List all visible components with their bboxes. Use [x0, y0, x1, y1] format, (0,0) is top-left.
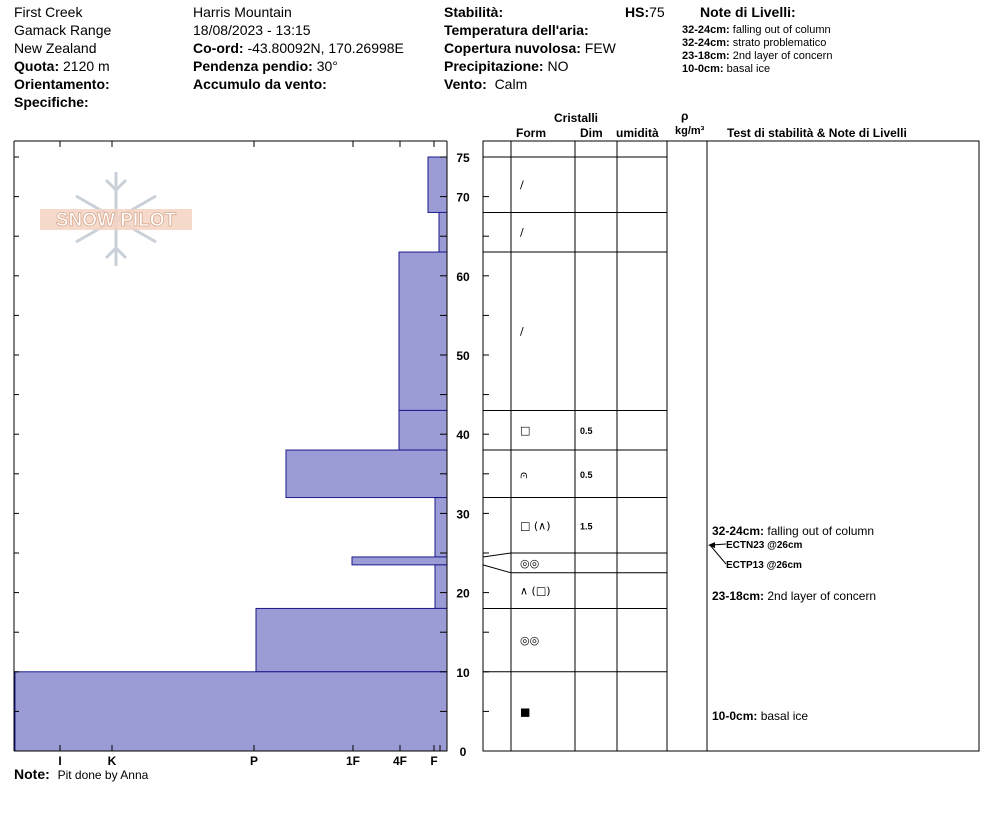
specifics-label: Specifiche: [14, 94, 89, 110]
note-label: Note: [14, 766, 50, 782]
stability-test-arrowhead [708, 542, 715, 549]
hardness-layer-bar [285, 449, 448, 499]
grain-form-symbol: ⩀ [520, 468, 528, 481]
elevation: Quota: 2120 m [14, 58, 110, 74]
hardness-layer-bar [434, 564, 448, 609]
layer-connector [482, 564, 512, 574]
cloud-value: FEW [584, 40, 616, 56]
range-name: Gamack Range [14, 22, 112, 38]
hardness-layer-bar [427, 156, 448, 213]
depth-tick-label: 60 [456, 270, 470, 284]
hardness-layer-bar [438, 211, 448, 253]
hs-value: 75 [649, 4, 665, 20]
grain-form-symbol: / [520, 179, 524, 192]
test-note: 23-18cm: 2nd layer of concern [712, 589, 876, 603]
note: Note: Pit done by Anna [14, 766, 148, 783]
layer-note: 32-24cm: falling out of column [682, 24, 831, 36]
hardness-layer-bar [14, 671, 448, 752]
slope: Pendenza pendio: 30° [193, 58, 338, 74]
precipitation: Precipitazione: NO [444, 58, 568, 74]
hs-label: HS: [625, 4, 650, 20]
grain-form-symbol: / [520, 325, 524, 338]
date-time: 18/08/2023 - 13:15 [193, 22, 311, 38]
hardness-layer-bar [398, 409, 448, 451]
hardness-layer-bar [351, 556, 448, 566]
size-header: Dim [580, 126, 603, 140]
aspect-label: Orientamento: [14, 76, 110, 92]
site-name: First Creek [14, 4, 83, 20]
layer-note: 23-18cm: 2nd layer of concern [682, 50, 833, 62]
depth-tick-label: 50 [456, 349, 470, 363]
layer-note: 10-0cm: basal ice [682, 63, 771, 75]
slope-label: Pendenza pendio: [193, 58, 313, 74]
test-note: 32-24cm: falling out of column [712, 524, 874, 538]
grain-size-value: 0.5 [580, 470, 593, 480]
test-note: 10-0cm: basal ice [712, 709, 808, 723]
grain-size-value: 1.5 [580, 521, 593, 531]
form-header: Form [516, 126, 546, 140]
hardness-tick-label: 1F [346, 754, 360, 768]
grain-form-symbol: ◎◎ [520, 557, 539, 570]
depth-tick-label: 10 [456, 666, 470, 680]
cloud-cover: Copertura nuvolosa: FEW [444, 40, 616, 56]
rho-header: ρ [681, 109, 689, 123]
note-text: Pit done by Anna [57, 768, 149, 782]
precip-label: Precipitazione: [444, 58, 544, 74]
crystals-header: Cristalli [554, 111, 599, 125]
grain-form-symbol: □ [520, 424, 530, 437]
depth-tick-label: 20 [456, 587, 470, 601]
country-name: New Zealand [14, 40, 97, 56]
wind-loading-label: Accumulo da vento: [193, 76, 327, 92]
stability-test-label: ECTN23 @26cm [726, 540, 803, 551]
depth-tick-label: 0 [460, 745, 467, 759]
hardness-layer-bar [255, 607, 448, 673]
coord-value: -43.80092N, 170.26998E [247, 40, 404, 56]
precip-value: NO [547, 58, 569, 74]
grain-size-value: 0.5 [580, 426, 593, 436]
depth-tick-label: 75 [456, 151, 470, 165]
elevation-value: 2120 m [63, 58, 110, 74]
elevation-label: Quota: [14, 58, 60, 74]
tests-header: Test di stabilità & Note di Livelli [727, 126, 907, 140]
hardness-layer-bar [434, 497, 448, 558]
hardness-layer-bar [398, 251, 448, 411]
grain-form-symbol: ◎◎ [520, 634, 539, 647]
stratigraphy-frame [482, 140, 980, 752]
location-name: Harris Mountain [193, 4, 292, 20]
depth-tick-label: 30 [456, 507, 470, 521]
stability-test-label: ECTP13 @26cm [726, 560, 802, 571]
snow-height: HS:75 [625, 4, 665, 20]
grain-form-symbol: ∧ (□) [520, 585, 551, 598]
wind-label: Vento: [444, 76, 487, 92]
depth-tick-label: 70 [456, 191, 470, 205]
depth-tick-label: 40 [456, 428, 470, 442]
coordinates: Co-ord: -43.80092N, 170.26998E [193, 40, 404, 56]
cloud-label: Copertura nuvolosa: [444, 40, 581, 56]
coord-label: Co-ord: [193, 40, 244, 56]
wind-value: Calm [494, 76, 528, 92]
grain-form-symbol: □ (∧) [520, 519, 551, 532]
moisture-header: umidità [616, 126, 659, 140]
hardness-tick-label: I [58, 754, 61, 768]
hardness-tick-label: K [108, 754, 117, 768]
slope-value: 30° [316, 58, 338, 74]
stability-label: Stabilità: [444, 4, 504, 20]
grain-form-symbol: ■ [520, 705, 530, 718]
hardness-tick-label: P [250, 754, 258, 768]
wind: Vento: Calm [444, 76, 527, 92]
layer-note: 32-24cm: strato problematico [682, 37, 827, 49]
stability-test-arrow [709, 544, 727, 565]
hardness-tick-label: 4F [393, 754, 407, 768]
grain-form-symbol: / [520, 226, 524, 239]
layer-connector [482, 552, 512, 558]
hardness-tick-label: F [430, 754, 437, 768]
density-unit-header: kg/m³ [675, 125, 705, 137]
air-temp-label: Temperatura dell'aria: [444, 22, 589, 38]
layer-notes-title: Note di Livelli: [700, 4, 796, 20]
